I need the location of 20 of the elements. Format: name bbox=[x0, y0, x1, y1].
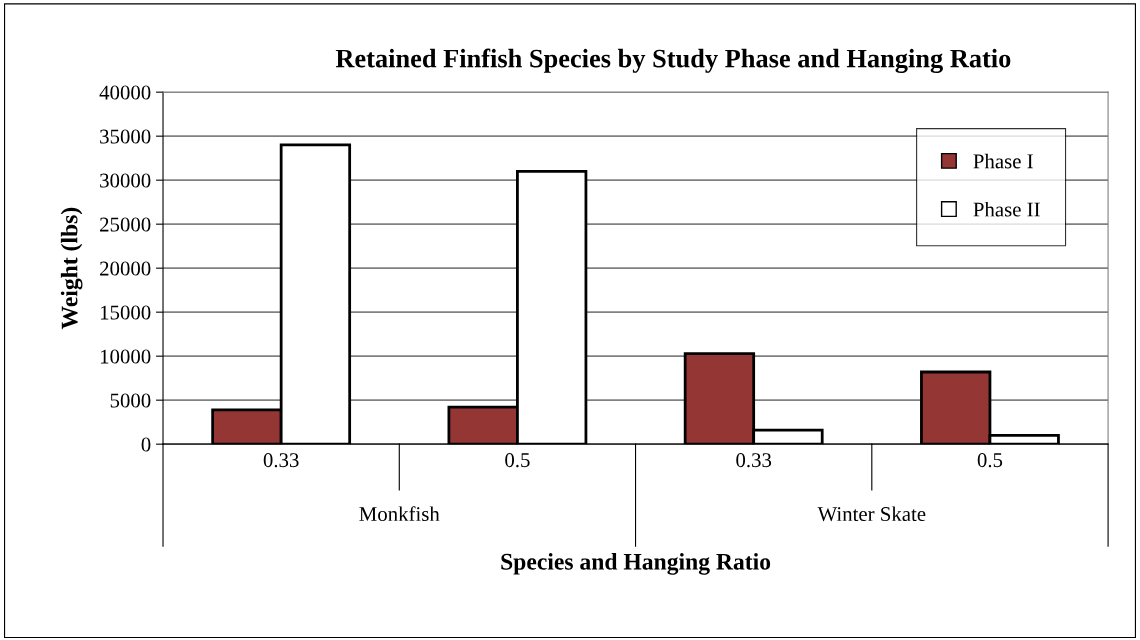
y-tick-label: 35000 bbox=[100, 129, 151, 144]
y-tick-label: 25000 bbox=[100, 217, 151, 232]
y-tick-label: 15000 bbox=[100, 305, 151, 320]
text: Monkfish bbox=[359, 506, 440, 522]
x-tick-label: 0.33 bbox=[736, 453, 772, 468]
y-tick-label: 30000 bbox=[100, 173, 151, 188]
y-tick-label: 20000 bbox=[100, 261, 151, 276]
y-tick-label: 40000 bbox=[99, 85, 151, 100]
y-axis-title: Weight (lbs) bbox=[60, 207, 83, 330]
y-tick-label: 10000 bbox=[100, 349, 151, 364]
text: Winter Skate bbox=[817, 506, 926, 522]
chart-title: Retained Finfish Species by Study Phase and Hanging Ratio bbox=[335, 48, 1011, 73]
y-tick-label: 0 bbox=[141, 437, 151, 452]
x-tick-label: 0.5 bbox=[505, 453, 530, 468]
x-tick-label: 0.5 bbox=[977, 453, 1003, 468]
y-tick-label: 5000 bbox=[110, 393, 151, 408]
legend-label: Phase II bbox=[973, 201, 1040, 217]
x-axis-title: Species and Hanging Ratio bbox=[501, 553, 771, 575]
x-tick-label: 0.33 bbox=[263, 453, 299, 468]
legend-label: Phase I bbox=[973, 153, 1033, 169]
